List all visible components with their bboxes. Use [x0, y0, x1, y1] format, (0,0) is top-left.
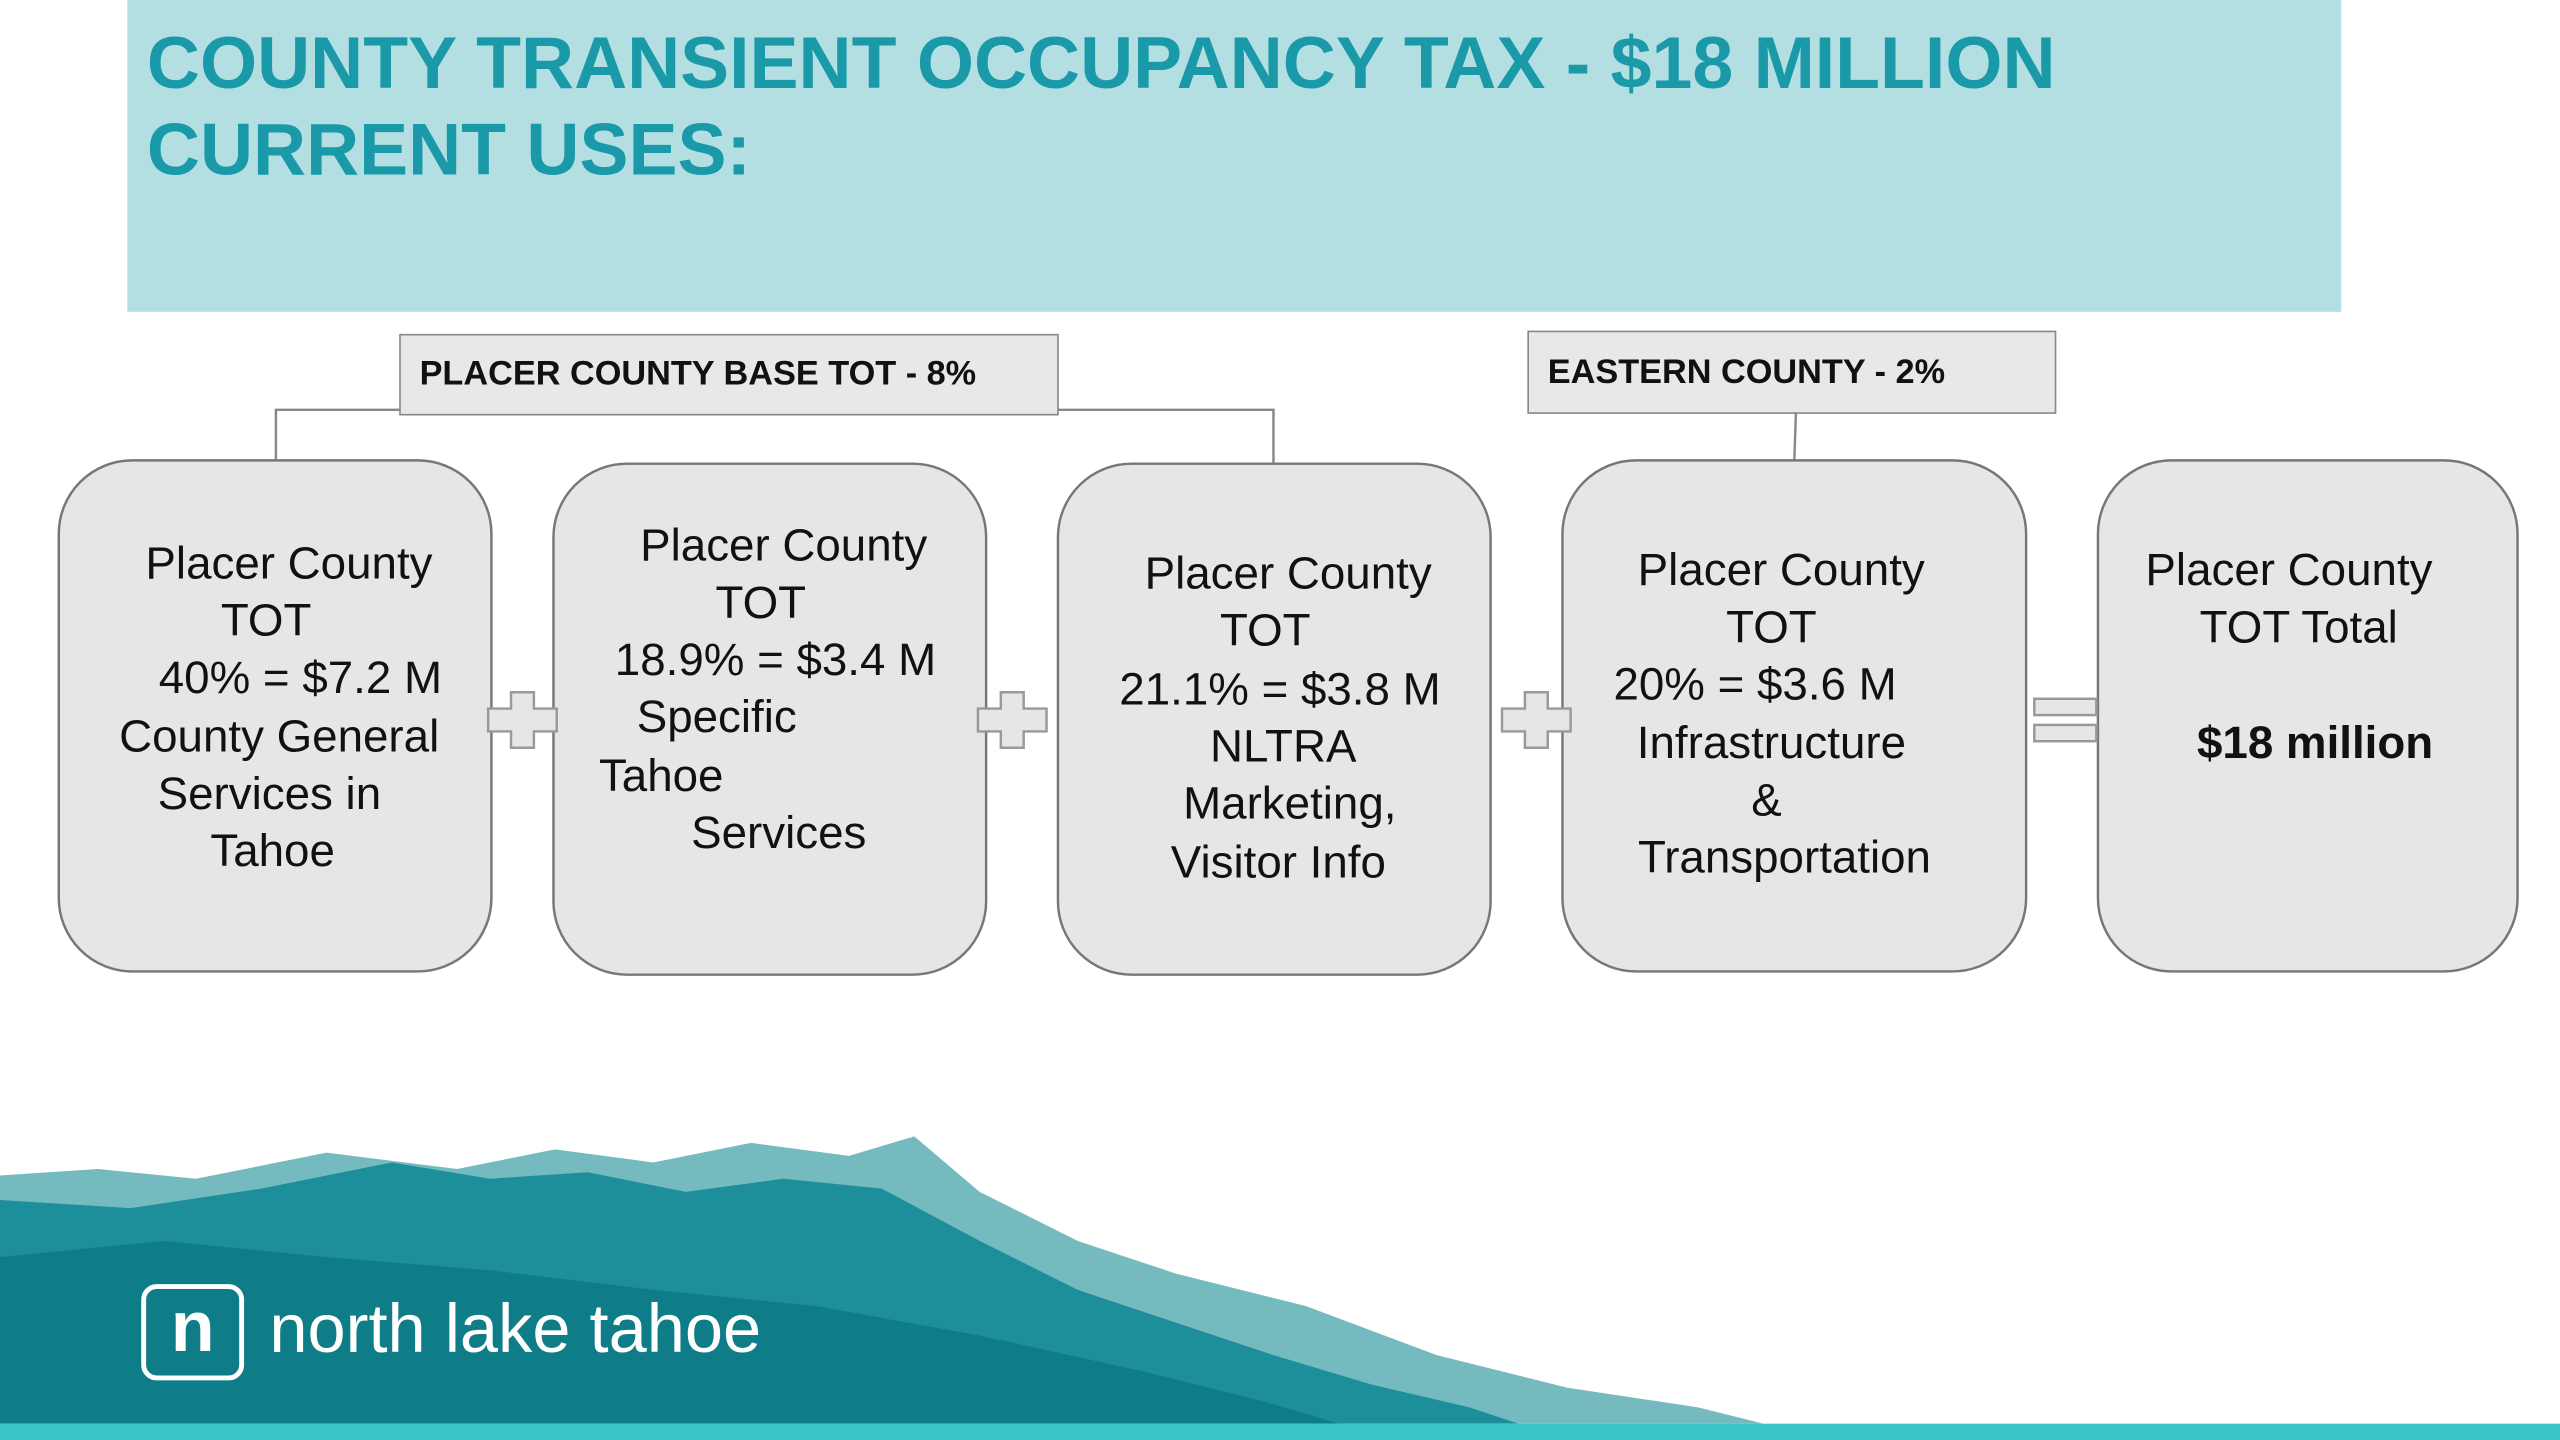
- operators: [486, 691, 2098, 749]
- box-line: Infrastructure: [1637, 717, 1906, 768]
- plus-sign: [1500, 691, 1572, 749]
- box-line: Placer County: [640, 520, 927, 571]
- tot-box: [2096, 459, 2519, 973]
- box-line: Placer County: [1145, 547, 1432, 598]
- box-line: Services in: [158, 768, 382, 819]
- group-label: EASTERN COUNTY - 2%: [1548, 353, 1945, 391]
- group-box: [399, 333, 1059, 416]
- logo-mark: n: [171, 1287, 215, 1367]
- box-line: Marketing,: [1183, 778, 1396, 829]
- box-line: TOT: [1726, 601, 1817, 652]
- box-line: 18.9% = $3.4 M: [615, 634, 936, 685]
- box-line: Placer County: [1638, 544, 1925, 595]
- plus-sign: [976, 691, 1048, 749]
- box-line: County General: [119, 711, 439, 762]
- box-line: Specific: [637, 691, 797, 742]
- box-line: 20% = $3.6 M: [1613, 658, 1896, 709]
- title-line: CURRENT USES:: [147, 108, 751, 191]
- box-line: Placer County: [2145, 544, 2432, 595]
- plus-sign: [486, 691, 558, 749]
- box-line: 21.1% = $3.8 M: [1119, 663, 1440, 714]
- box-line: &: [1751, 774, 1781, 825]
- tot-box: [1056, 462, 1492, 976]
- box-line: Transportation: [1638, 831, 1931, 882]
- group-label: PLACER COUNTY BASE TOT - 8%: [420, 355, 977, 393]
- box-line: TOT: [716, 577, 807, 628]
- box-line: $18 million: [2197, 717, 2433, 768]
- equals-bar: [2033, 697, 2098, 717]
- box-line: Placer County: [145, 538, 432, 589]
- box-line: Tahoe: [599, 750, 724, 801]
- mountains: [0, 1136, 1764, 1424]
- logo-mark-frame: [141, 1284, 245, 1381]
- connectors: [274, 408, 1798, 464]
- group-box: [1527, 330, 2057, 414]
- logo-text: north lake tahoe: [269, 1290, 761, 1367]
- tot-box: [1561, 459, 2028, 973]
- boxes: Placer County TOT 40% = $7.2 M County Gener…: [57, 459, 2519, 976]
- box-line: NLTRA: [1210, 720, 1357, 771]
- box-line: Tahoe: [210, 825, 335, 876]
- box-line: TOT: [221, 595, 312, 646]
- box-line: TOT Total: [2200, 601, 2398, 652]
- equals-bar: [2033, 723, 2098, 743]
- title-line: COUNTY TRANSIENT OCCUPANCY TAX - $18 MIL…: [147, 21, 2056, 104]
- box-line: Visitor Info: [1171, 836, 1386, 887]
- box-line: TOT: [1220, 605, 1311, 656]
- bottom-stripe: [0, 1423, 2560, 1440]
- box-line: Services: [691, 807, 866, 858]
- header-band: [127, 0, 2342, 312]
- box-line: 40% = $7.2 M: [159, 652, 442, 703]
